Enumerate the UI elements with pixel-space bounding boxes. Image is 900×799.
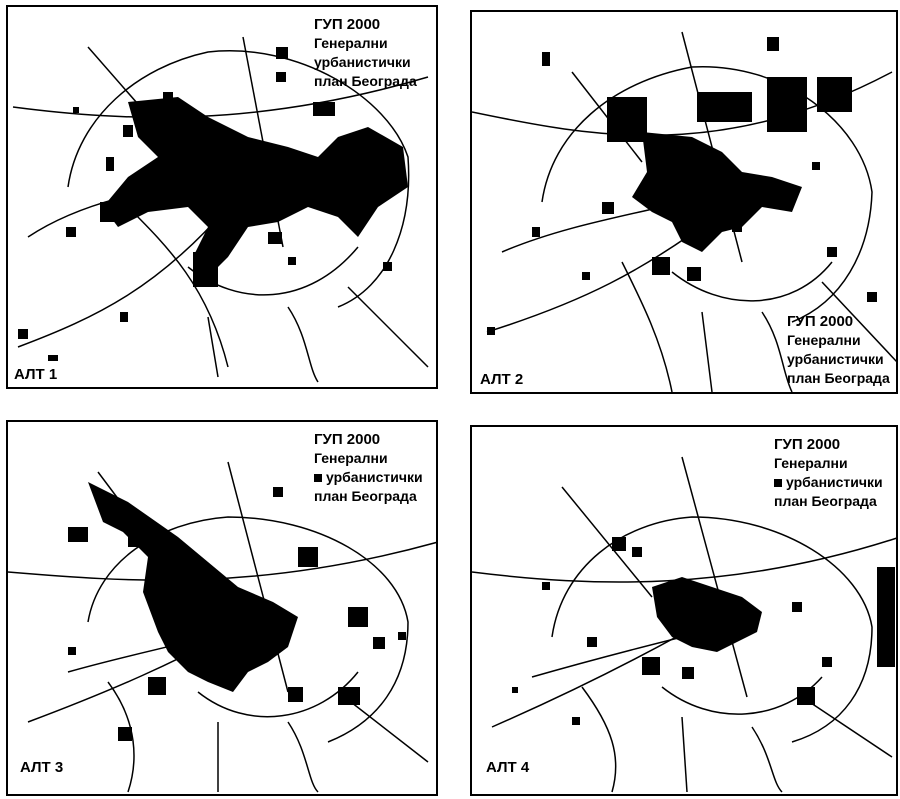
map-panel-alt1: ГУП 2000 Генерални урбанистички план Бео…	[6, 5, 438, 389]
legend-marker-icon	[314, 474, 322, 483]
legend-alt1: ГУП 2000 Генерални урбанистички план Бео…	[314, 15, 417, 91]
map-alt2-drawing	[472, 31, 896, 392]
legend-line-1: Генерални	[314, 35, 388, 51]
legend-line-2-text: урбанистички	[326, 469, 423, 485]
legend-line-3: план Београда	[787, 370, 890, 386]
legend-line-1: Генерални	[314, 450, 388, 466]
map-panel-alt4: ГУП 2000 Генерални урбанистички план Бео…	[470, 425, 898, 796]
legend-line-1: Генерални	[787, 332, 861, 348]
map-panel-alt2: ГУП 2000 Генерални урбанистички план Бео…	[470, 10, 898, 394]
legend-marker-icon	[774, 479, 782, 488]
legend-line-2: урбанистички	[314, 468, 423, 487]
legend-title: ГУП 2000	[774, 436, 841, 453]
legend-title: ГУП 2000	[314, 431, 381, 448]
panel-label-alt4: АЛТ 4	[486, 759, 530, 776]
panel-label-alt2: АЛТ 2	[480, 371, 524, 388]
panel-label-alt1: АЛТ 1	[14, 366, 58, 383]
legend-line-2: урбанистички	[314, 54, 411, 70]
legend-line-1: Генерални	[774, 455, 848, 471]
panel-label-alt3: АЛТ 3	[20, 759, 64, 776]
legend-alt2: ГУП 2000 Генерални урбанистички план Бео…	[787, 312, 890, 388]
legend-line-3: план Београда	[314, 488, 417, 504]
map-alt4-drawing	[472, 456, 896, 793]
legend-alt4: ГУП 2000 Генерални урбанистички план Бео…	[774, 435, 883, 511]
legend-line-2-text: урбанистички	[786, 474, 883, 490]
legend-title: ГУП 2000	[787, 313, 854, 330]
legend-line-2: урбанистички	[787, 351, 884, 367]
map-alt1-drawing	[12, 36, 429, 383]
legend-line-3: план Београда	[774, 493, 877, 509]
legend-line-3: план Београда	[314, 73, 417, 89]
legend-alt3: ГУП 2000 Генерални урбанистички план Бео…	[314, 430, 423, 506]
map-panel-alt3: ГУП 2000 Генерални урбанистички план Бео…	[6, 420, 438, 796]
legend-title: ГУП 2000	[314, 16, 381, 33]
legend-line-2: урбанистички	[774, 473, 883, 492]
map-alt3-drawing	[8, 461, 436, 793]
